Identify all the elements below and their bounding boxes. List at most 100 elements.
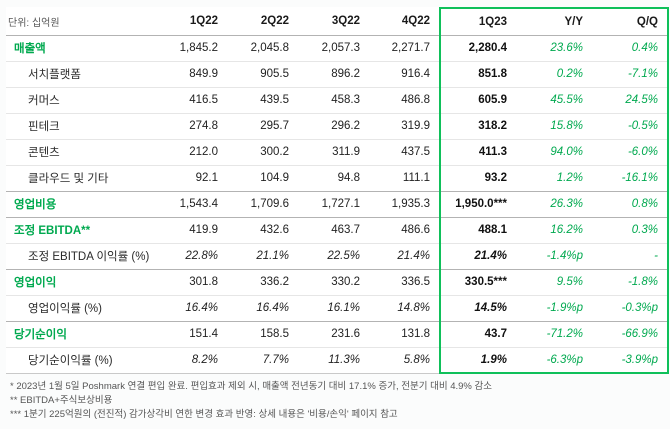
table-row: 매출액 1,845.2 2,045.8 2,057.3 2,271.7 2,280.4 23… <box>6 35 669 61</box>
cell: 2,045.8 <box>250 42 289 54</box>
cell: 301.8 <box>189 276 218 288</box>
cell: 14.8% <box>397 302 430 314</box>
cell: 21.1% <box>256 250 289 262</box>
cell: -1.4%p <box>546 250 583 262</box>
cell: 45.5% <box>550 94 583 106</box>
column-header-y-y: Y/Y <box>516 7 592 35</box>
cell: 319.9 <box>401 120 430 132</box>
row-label: 영업이익 <box>14 277 57 289</box>
cell: 21.4% <box>397 250 430 262</box>
cell: 1,935.3 <box>391 198 430 210</box>
row-label: 영업이익률 (%) <box>28 303 102 315</box>
cell: 14.5% <box>439 295 516 321</box>
cell: 318.2 <box>439 113 516 139</box>
cell: 437.5 <box>401 146 430 158</box>
cell: -16.1% <box>592 165 669 191</box>
cell: -1.9%p <box>546 302 583 314</box>
cell: 2,057.3 <box>321 42 360 54</box>
cell: 21.4% <box>439 243 516 269</box>
column-header-1q23: 1Q23 <box>439 7 516 35</box>
financial-table: 단위: 십억원 1Q22 2Q22 3Q22 4Q22 1Q23 Y/Y Q/Q 매출액 1,8… <box>6 7 669 374</box>
cell: -6.0% <box>592 139 669 165</box>
row-label: 당기순이익률 (%) <box>28 355 113 367</box>
table-row: 콘텐츠 212.0 300.2 311.9 437.5 411.3 94.0% -6.0% <box>6 139 669 165</box>
cell: 1,845.2 <box>179 42 218 54</box>
cell: 92.1 <box>195 172 218 184</box>
table-row: 클라우드 및 기타 92.1 104.9 94.8 111.1 93.2 1.2% -16.1… <box>6 165 669 191</box>
row-label: 조정 EBITDA 이익률 (%) <box>28 251 150 263</box>
cell: 11.3% <box>328 354 360 366</box>
column-header-3q22: 3Q22 <box>331 15 360 28</box>
table-row: 조정 EBITDA** 419.9 432.6 463.7 486.6 488.1 16.2… <box>6 217 669 243</box>
cell: 5.8% <box>403 354 430 366</box>
table-row: 당기순이익률 (%) 8.2% 7.7% 11.3% 5.8% 1.9% -6.3%p -3.… <box>6 347 669 374</box>
cell: 24.5% <box>592 87 669 113</box>
cell: 8.2% <box>191 354 218 366</box>
footnote: ** EBITDA+주식보상비용 <box>10 394 113 406</box>
table-row: 영업비용 1,543.4 1,709.6 1,727.1 1,935.3 1,950.0*… <box>6 191 669 217</box>
cell: 486.8 <box>401 94 430 106</box>
table-row: 조정 EBITDA 이익률 (%) 22.8% 21.1% 22.5% 21.4% 21.… <box>6 243 669 269</box>
row-label: 조정 EBITDA** <box>14 225 91 237</box>
cell: 26.3% <box>550 198 583 210</box>
table-row: 당기순이익 151.4 158.5 231.6 131.8 43.7 -71.2% -66.9… <box>6 321 669 347</box>
row-label: 핀테크 <box>28 121 60 133</box>
cell: -0.3%p <box>592 295 669 321</box>
cell: 9.5% <box>556 276 583 288</box>
table-row: 영업이익률 (%) 16.4% 16.4% 16.1% 14.8% 14.5% -1.9%p… <box>6 295 669 321</box>
row-label: 클라우드 및 기타 <box>28 173 109 185</box>
cell: 2,271.7 <box>391 42 430 54</box>
cell: 330.5*** <box>439 269 516 295</box>
cell: 43.7 <box>439 321 516 347</box>
cell: 1.2% <box>556 172 583 184</box>
row-label: 영업비용 <box>14 199 57 211</box>
table-body: 매출액 1,845.2 2,045.8 2,057.3 2,271.7 2,280.4 23… <box>6 35 669 374</box>
cell: 330.2 <box>331 276 360 288</box>
cell: 1,709.6 <box>250 198 289 210</box>
column-header-q-q: Q/Q <box>592 7 669 35</box>
cell: -1.8% <box>592 269 669 295</box>
cell: -71.2% <box>546 328 583 340</box>
cell: 2,280.4 <box>439 35 516 61</box>
cell: 419.9 <box>189 224 218 236</box>
column-header-1q22: 1Q22 <box>189 15 218 28</box>
cell: 1.9% <box>439 347 516 374</box>
cell: 93.2 <box>439 165 516 191</box>
table-row: 커머스 416.5 439.5 458.3 486.8 605.9 45.5% 24.5% <box>6 87 669 113</box>
cell: 212.0 <box>189 146 218 158</box>
cell: 158.5 <box>260 328 289 340</box>
cell: 16.4% <box>256 302 289 314</box>
cell: 311.9 <box>332 146 360 158</box>
footnote: * 2023년 1월 5일 Poshmark 연결 편입 완료. 편입효과 제외… <box>10 381 492 392</box>
cell: 486.6 <box>401 224 430 236</box>
cell: 605.9 <box>439 87 516 113</box>
cell: 16.2% <box>550 224 583 236</box>
table-header: 단위: 십억원 1Q22 2Q22 3Q22 4Q22 1Q23 Y/Y Q/Q <box>6 7 669 35</box>
cell: -6.3%p <box>516 347 592 374</box>
cell: 336.2 <box>260 276 289 288</box>
cell: 22.8% <box>185 250 218 262</box>
row-label: 매출액 <box>14 43 46 55</box>
cell: 1,727.1 <box>321 198 360 210</box>
cell: 411.3 <box>439 139 516 165</box>
cell: 7.7% <box>262 354 289 366</box>
row-label: 당기순이익 <box>14 329 67 341</box>
cell: 23.6% <box>550 42 583 54</box>
cell: 432.6 <box>260 224 289 236</box>
cell: 94.8 <box>337 172 360 184</box>
header-row: 단위: 십억원 1Q22 2Q22 3Q22 4Q22 1Q23 Y/Y Q/Q <box>6 7 669 35</box>
cell: 905.5 <box>260 68 289 80</box>
cell: 111.1 <box>402 172 430 184</box>
cell: 439.5 <box>260 94 289 106</box>
cell: 22.5% <box>327 250 360 262</box>
cell: 300.2 <box>260 146 289 158</box>
cell: 131.8 <box>401 328 430 340</box>
row-label: 커머스 <box>28 95 60 107</box>
cell: 0.2% <box>556 68 583 80</box>
cell: 916.4 <box>401 68 430 80</box>
cell: 851.8 <box>439 61 516 87</box>
column-header-4q22: 4Q22 <box>401 15 430 28</box>
cell: 104.9 <box>260 172 289 184</box>
cell: -0.5% <box>592 113 669 139</box>
